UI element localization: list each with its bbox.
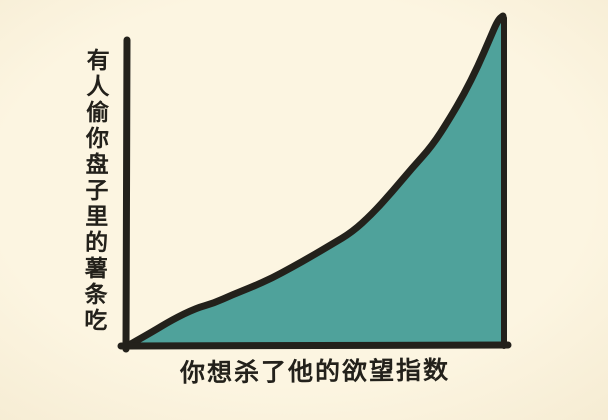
curve-line [127,12,507,348]
x-axis-label: 你想杀了他的欲望指数 [179,355,451,388]
x-axis-line [117,341,512,350]
y-axis-line [122,36,131,353]
area-fill [130,16,504,346]
y-axis-label: 有人偷你盘子里的薯条吃 [79,47,109,335]
